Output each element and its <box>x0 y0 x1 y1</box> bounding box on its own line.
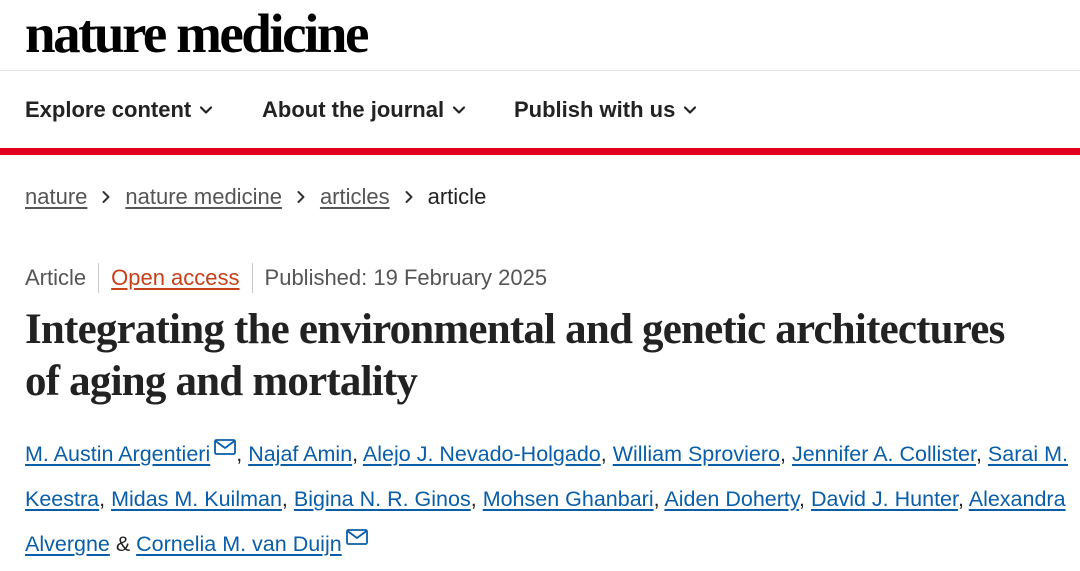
author-link[interactable]: Midas M. Kuilman <box>111 487 282 511</box>
author-link[interactable]: Aiden Doherty <box>664 487 800 511</box>
nav-explore-content[interactable]: Explore content <box>25 95 213 125</box>
breadcrumb-current: article <box>427 184 487 209</box>
author-link[interactable]: Jennifer A. Collister <box>791 442 976 466</box>
author-link[interactable]: Bigina N. R. Ginos <box>293 487 471 511</box>
author-separator: , <box>99 487 112 511</box>
author-separator: , <box>975 442 988 466</box>
published-date: Published: 19 February 2025 <box>264 265 548 290</box>
author-separator: , <box>779 442 792 466</box>
author-link[interactable]: M. Austin Argentieri <box>25 442 211 466</box>
nav-about-journal[interactable]: About the journal <box>262 95 466 125</box>
author-list: M. Austin Argentieri, Najaf Amin, Alejo … <box>25 432 1070 567</box>
masthead: nature medicine <box>0 0 1080 71</box>
nav-label: About the journal <box>262 97 445 122</box>
article-type: Article <box>25 265 87 290</box>
main-nav: Explore content About the journal Publis… <box>0 71 1080 155</box>
author-link[interactable]: William Sproviero <box>612 442 780 466</box>
author-link[interactable]: David J. Hunter <box>810 487 958 511</box>
breadcrumb-link-articles[interactable]: articles <box>319 184 390 209</box>
chevron-right-icon <box>297 191 305 203</box>
meta-divider <box>251 263 253 293</box>
mail-icon[interactable] <box>214 439 237 455</box>
author-separator-and: & <box>109 532 137 556</box>
open-access-link[interactable]: Open access <box>111 265 240 290</box>
author-link[interactable]: Alejo J. Nevado-Holgado <box>362 442 601 466</box>
nav-label: Publish with us <box>514 97 676 122</box>
author-link[interactable]: Mohsen Ghanbari <box>482 487 654 511</box>
breadcrumb-link-nature[interactable]: nature <box>25 184 88 209</box>
author-separator: , <box>799 487 811 511</box>
article-meta: Article Open access Published: 19 Februa… <box>25 262 547 294</box>
site-logo[interactable]: nature medicine <box>25 3 369 64</box>
chevron-down-icon <box>684 106 697 114</box>
author-link[interactable]: Najaf Amin <box>248 442 353 466</box>
mail-icon[interactable] <box>345 529 368 545</box>
author-separator: , <box>281 487 294 511</box>
author-separator: , <box>470 487 483 511</box>
chevron-right-icon <box>102 191 110 203</box>
chevron-down-icon <box>200 106 213 114</box>
article-title: Integrating the environmental and geneti… <box>25 306 1005 405</box>
author-separator: , <box>352 442 363 466</box>
chevron-right-icon <box>405 191 413 203</box>
author-separator: , <box>653 487 665 511</box>
author-separator: , <box>957 487 969 511</box>
nav-label: Explore content <box>25 97 192 122</box>
meta-divider <box>98 263 100 293</box>
breadcrumb: nature nature medicine articles article <box>25 180 486 214</box>
author-link[interactable]: Sarai M. Keestra <box>25 442 1068 511</box>
author-link[interactable]: Alexandra Alvergne <box>25 487 1066 556</box>
author-separator: , <box>236 442 249 466</box>
author-separator: , <box>600 442 613 466</box>
author-link[interactable]: Cornelia M. van Duijn <box>136 532 342 556</box>
chevron-down-icon <box>452 106 466 114</box>
breadcrumb-link-nature-medicine[interactable]: nature medicine <box>125 184 282 209</box>
nav-publish-with-us[interactable]: Publish with us <box>514 95 697 125</box>
